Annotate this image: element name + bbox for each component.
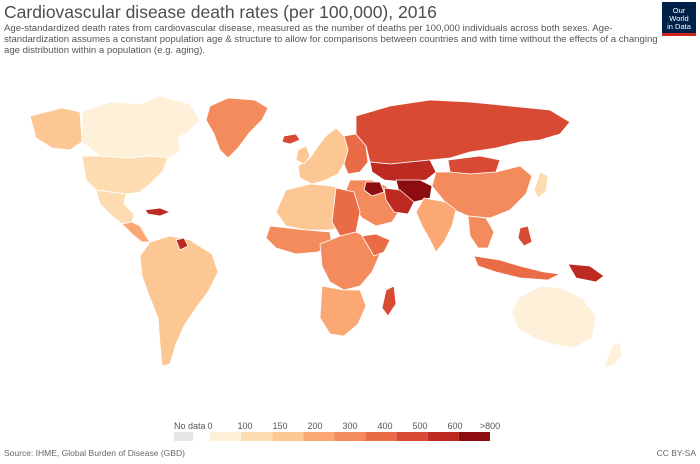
region-indonesia[interactable] — [473, 255, 561, 281]
legend-swatch[interactable] — [334, 432, 366, 441]
region-central-africa[interactable] — [319, 231, 381, 291]
legend-tick-label: 0 — [207, 422, 212, 431]
license-text[interactable]: CC BY-SA — [656, 448, 696, 458]
region-iceland[interactable] — [281, 133, 301, 145]
world-map — [29, 95, 623, 369]
region-canada[interactable] — [81, 95, 201, 159]
legend-swatch[interactable] — [210, 432, 242, 441]
legend-swatch[interactable] — [365, 432, 397, 441]
region-philippines[interactable] — [517, 225, 533, 247]
logo-line-2: in Data — [667, 22, 691, 31]
legend-tick-label: 400 — [377, 422, 392, 431]
chart-subtitle: Age-standardized death rates from cardio… — [4, 23, 658, 56]
map-legend: No data 0 100 150 200 300 400 500 600 >800 — [174, 422, 500, 441]
region-greenland[interactable] — [205, 97, 269, 159]
region-central-america[interactable] — [121, 221, 151, 243]
legend-swatch[interactable] — [458, 432, 490, 441]
region-southeast-asia[interactable] — [467, 215, 495, 249]
legend-tick-label: 300 — [342, 422, 357, 431]
legend-swatch[interactable] — [427, 432, 459, 441]
region-south-america[interactable] — [139, 235, 219, 367]
legend-swatch[interactable] — [396, 432, 428, 441]
source-text: Source: IHME, Global Burden of Disease (… — [4, 448, 185, 458]
region-iran[interactable] — [383, 187, 415, 215]
legend-no-data-swatch — [174, 432, 193, 441]
legend-tick-label: 100 — [237, 422, 252, 431]
region-mongolia[interactable] — [447, 155, 501, 175]
region-australia[interactable] — [511, 285, 597, 349]
region-guyana[interactable] — [175, 237, 189, 251]
legend-swatch[interactable] — [272, 432, 304, 441]
region-new-zealand[interactable] — [603, 341, 623, 369]
region-mexico[interactable] — [95, 189, 135, 225]
region-png[interactable] — [567, 263, 605, 283]
legend-tick-label: 150 — [272, 422, 287, 431]
legend-no-data-label: No data — [174, 422, 206, 431]
legend-swatch[interactable] — [303, 432, 335, 441]
region-caribbean[interactable] — [144, 207, 171, 217]
region-iraq-syria[interactable] — [363, 181, 385, 197]
region-madagascar[interactable] — [381, 285, 397, 317]
region-russia[interactable] — [355, 99, 571, 165]
legend-swatch[interactable] — [241, 432, 273, 441]
region-southern-africa[interactable] — [319, 285, 367, 337]
region-india[interactable] — [415, 197, 457, 253]
region-west-africa[interactable] — [265, 225, 333, 255]
chart-title: Cardiovascular disease death rates (per … — [4, 2, 437, 22]
owid-logo[interactable]: Our World in Data — [662, 2, 696, 36]
legend-tick-label: >800 — [480, 422, 500, 431]
region-usa[interactable] — [81, 155, 169, 195]
logo-line-1: Our World — [669, 6, 689, 23]
region-kazakhstan[interactable] — [369, 159, 437, 183]
legend-tick-label: 200 — [307, 422, 322, 431]
region-uk[interactable] — [295, 145, 311, 165]
legend-tick-label: 600 — [447, 422, 462, 431]
legend-tick-label: 500 — [412, 422, 427, 431]
region-japan[interactable] — [533, 171, 549, 199]
region-horn-africa[interactable] — [361, 233, 391, 257]
region-china[interactable] — [431, 165, 533, 219]
region-alaska[interactable] — [29, 107, 83, 151]
